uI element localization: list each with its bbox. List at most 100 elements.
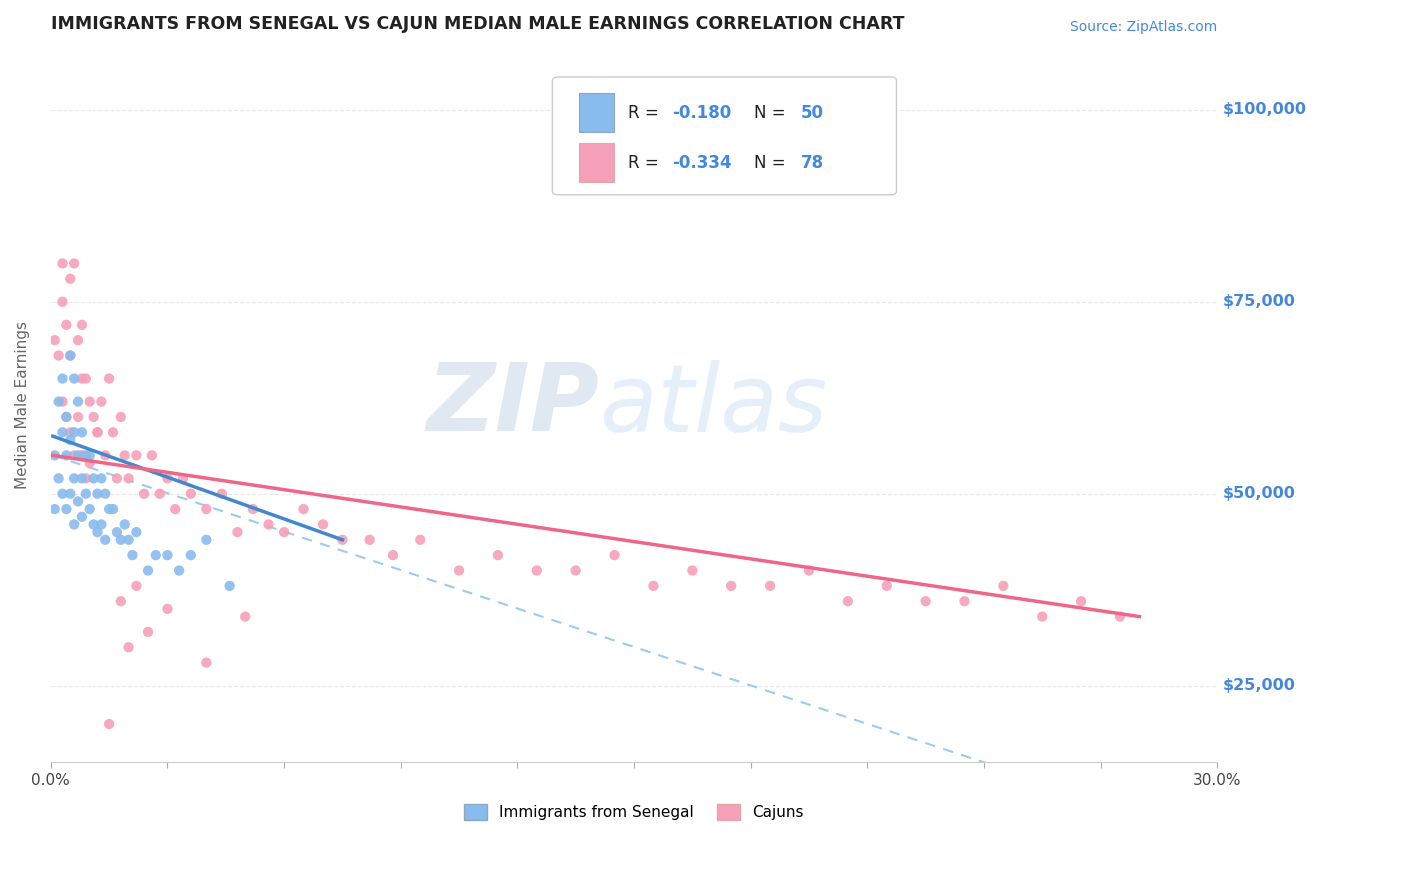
Point [156, 602, 179, 616]
Point [70, 471, 93, 485]
Text: $100,000: $100,000 [1223, 103, 1308, 118]
Point [79, 502, 101, 516]
Point [98, 717, 121, 731]
Point [70, 425, 93, 440]
Point [59, 487, 82, 501]
Point [90, 471, 112, 485]
Point [110, 533, 132, 547]
Point [59, 425, 82, 440]
Point [759, 579, 782, 593]
Point [914, 594, 936, 608]
Point [195, 502, 218, 516]
Point [257, 517, 280, 532]
Text: $25,000: $25,000 [1223, 678, 1296, 693]
FancyBboxPatch shape [579, 93, 614, 132]
Point [526, 564, 548, 578]
Point [70, 509, 93, 524]
Point [1031, 609, 1053, 624]
Point [145, 548, 167, 562]
Point [75, 448, 97, 462]
Point [51, 425, 73, 440]
Point [75, 487, 97, 501]
Point [67, 409, 90, 424]
Point [44, 333, 66, 347]
Point [51, 487, 73, 501]
Point [110, 409, 132, 424]
Point [101, 425, 124, 440]
Point [67, 448, 90, 462]
Point [67, 333, 90, 347]
Point [165, 502, 187, 516]
Point [312, 517, 335, 532]
Point [67, 494, 90, 508]
Point [141, 448, 163, 462]
Point [643, 579, 665, 593]
Point [117, 533, 139, 547]
Text: ZIP: ZIP [426, 359, 599, 451]
Point [195, 533, 218, 547]
Point [1109, 609, 1132, 624]
Point [55, 448, 77, 462]
Point [59, 272, 82, 286]
Point [156, 548, 179, 562]
Text: atlas: atlas [599, 360, 827, 451]
Point [125, 448, 148, 462]
Point [180, 548, 202, 562]
Point [63, 448, 86, 462]
Point [101, 502, 124, 516]
Point [447, 564, 470, 578]
FancyBboxPatch shape [579, 143, 614, 182]
Point [797, 564, 820, 578]
Point [51, 371, 73, 385]
Point [44, 448, 66, 462]
Point [98, 502, 121, 516]
Point [359, 533, 381, 547]
FancyBboxPatch shape [553, 77, 897, 194]
Point [876, 579, 898, 593]
Point [86, 487, 108, 501]
Point [63, 371, 86, 385]
Point [48, 471, 70, 485]
Point [125, 579, 148, 593]
Point [242, 502, 264, 516]
Point [59, 349, 82, 363]
Point [94, 533, 117, 547]
Point [993, 579, 1015, 593]
Point [44, 502, 66, 516]
Point [172, 471, 194, 485]
Point [63, 256, 86, 270]
Text: R =: R = [628, 153, 664, 171]
Point [117, 471, 139, 485]
Point [136, 564, 159, 578]
Point [55, 409, 77, 424]
Point [59, 433, 82, 447]
Point [837, 594, 859, 608]
Point [136, 624, 159, 639]
Text: $50,000: $50,000 [1223, 486, 1296, 501]
Point [70, 448, 93, 462]
Point [83, 517, 105, 532]
Text: R =: R = [628, 103, 664, 121]
Point [75, 371, 97, 385]
Point [67, 394, 90, 409]
Point [51, 394, 73, 409]
Point [98, 371, 121, 385]
Text: $75,000: $75,000 [1223, 294, 1296, 310]
Point [75, 471, 97, 485]
Point [86, 525, 108, 540]
Point [211, 487, 233, 501]
Point [70, 318, 93, 332]
Text: Source: ZipAtlas.com: Source: ZipAtlas.com [1070, 21, 1218, 34]
Point [110, 594, 132, 608]
Point [94, 487, 117, 501]
Text: -0.334: -0.334 [672, 153, 733, 171]
Point [409, 533, 432, 547]
Point [292, 502, 315, 516]
Point [55, 409, 77, 424]
Point [79, 394, 101, 409]
Point [564, 564, 586, 578]
Point [105, 471, 128, 485]
Point [125, 525, 148, 540]
Point [83, 409, 105, 424]
Point [90, 394, 112, 409]
